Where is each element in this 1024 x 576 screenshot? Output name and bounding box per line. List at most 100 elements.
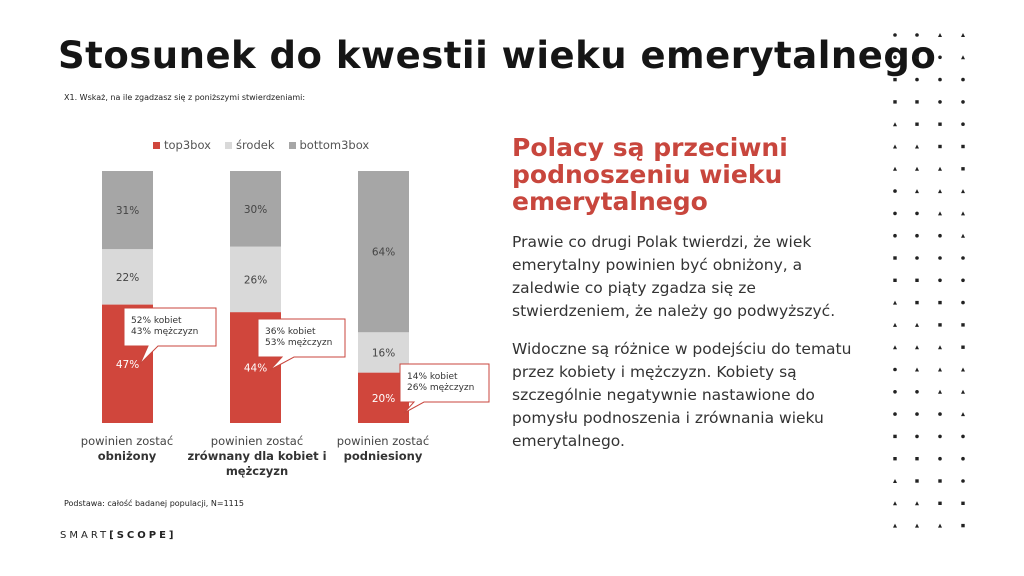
callout-text: 36% kobiet [265,327,316,337]
decorative-dot [961,189,965,194]
decorative-dot [938,55,942,60]
decorative-dot [915,412,919,416]
decorative-dot [893,256,897,260]
decorative-dot [961,233,965,238]
page-title: Stosunek do kwestii wieku emerytalnego [58,34,937,77]
data-label: 44% [244,363,267,375]
decorative-dot [938,166,942,171]
decorative-dot [915,233,919,238]
data-label: 31% [116,205,139,217]
callout-text: 14% kobiet [407,372,458,382]
decorative-dot [893,122,897,127]
decorative-dot [915,55,919,60]
callout-box [123,307,217,365]
decorative-dot [893,211,897,216]
decorative-dot [915,256,919,260]
callout-text: 26% mężczyzn [407,383,474,393]
decorative-dot [938,256,942,260]
category-line: powinien zostać [336,434,430,448]
category-label: powinien zostać podniesiony [313,434,453,464]
legend-label: top3box [164,138,211,152]
base-note: Podstawa: całość badanej populacji, N=11… [64,499,244,508]
decorative-dot [938,122,942,126]
decorative-dot [938,523,942,528]
logo: SMART[SCOPE] [60,530,177,541]
category-label: powinien zostać obniżony [57,434,197,464]
legend-item-top3box: top3box [153,138,211,152]
bar-segment-bottom3box [230,171,281,247]
bar-segment-środek [102,249,153,305]
decorative-dot [915,144,919,149]
decorative-dot [893,300,897,305]
data-label: 16% [372,347,395,359]
decorative-dot [938,323,942,327]
logo-text-bold: [SCOPE] [109,530,177,541]
data-label: 22% [116,272,139,284]
decorative-dot [915,479,919,483]
paragraph-1: Prawie co drugi Polak twierdzi, że wiek … [512,233,836,320]
decorative-dot [961,55,965,60]
legend-item-srodek: środek [224,138,275,152]
decorative-dot [915,523,919,528]
legend-label: bottom3box [299,138,370,152]
decorative-dot [893,479,897,483]
data-label: 30% [244,204,267,216]
bar-segment-środek [230,246,281,313]
question-text: X1. Wskaż, na ile zgadzasz się z poniższ… [64,93,306,102]
decorative-dot [938,211,942,216]
decorative-dot [938,189,942,194]
decorative-dot [961,300,965,305]
decorative-dot [961,144,965,149]
decorative-dot [938,501,942,505]
decorative-dot [893,233,897,238]
decorative-dot [938,77,942,82]
callout-text: 53% mężczyzn [265,338,332,348]
decorative-dot [961,412,965,417]
decorative-dot [961,523,965,528]
legend-label: środek [235,138,275,152]
decorative-dot [893,144,897,149]
decorative-dot [938,434,942,439]
decorative-dot [938,144,942,149]
bar-segment-bottom3box [102,171,153,250]
decorative-dot [893,278,897,282]
decorative-dot [893,367,897,372]
decorative-dot [938,33,942,37]
data-label: 64% [372,247,395,259]
chart-legend: top3box środek bottom3box [153,138,369,152]
decorative-dot [893,523,897,528]
decorative-dot [893,100,897,104]
decorative-dot [938,345,942,350]
decorative-dot [893,189,897,193]
decorative-dot [915,77,919,82]
category-label: powinien zostać zrównany dla kobiet i męż… [185,434,329,479]
decorative-dot [961,167,965,171]
decorative-dot [893,434,897,439]
decorative-dot [961,456,965,461]
decorative-dot [961,389,965,394]
decorative-dot [961,501,965,505]
decorative-dot [961,479,965,483]
decorative-dot [938,278,942,283]
decorative-dot [961,323,965,327]
stacked-bar-chart: 47% 22% 31% 44% 26% 30% 20% 16% 64% 52% kobiet43%… [102,171,490,423]
decorative-dot [893,345,897,350]
decorative-dot [915,434,919,439]
callout-box [257,318,346,371]
legend-item-bottom3box: bottom3box [288,138,370,152]
decorative-dot [915,278,919,282]
category-bold: obniżony [97,449,157,463]
decorative-dot [893,390,897,394]
decorative-dot [961,122,965,126]
decorative-dot [915,457,919,461]
decorative-dot [938,456,942,461]
decorative-dot [938,479,942,483]
decorative-dot [915,322,919,327]
decorative-dot [915,501,919,506]
data-label: 47% [116,359,139,371]
decorative-dot [938,367,942,372]
decorative-dot [961,77,965,82]
decorative-dot [893,457,897,461]
category-bold: podniesiony [343,449,423,463]
